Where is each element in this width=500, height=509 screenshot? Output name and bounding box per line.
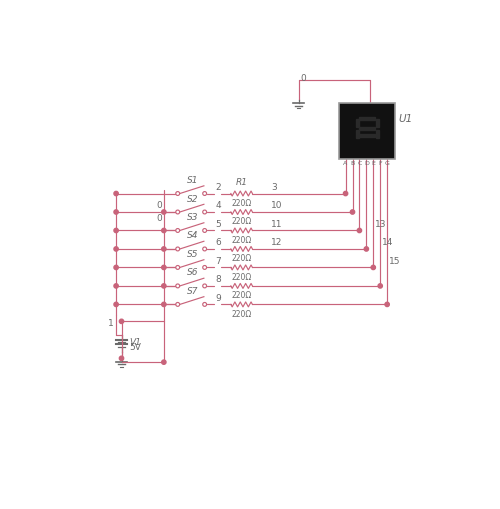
- Text: 3: 3: [271, 183, 276, 192]
- Circle shape: [358, 229, 362, 233]
- Text: 0: 0: [156, 214, 162, 222]
- Text: 12: 12: [271, 238, 282, 247]
- Text: 220Ω: 220Ω: [232, 236, 252, 245]
- Text: G: G: [384, 161, 390, 166]
- Circle shape: [364, 247, 368, 251]
- Circle shape: [162, 247, 166, 251]
- Text: 14: 14: [382, 238, 393, 247]
- Text: B: B: [350, 161, 354, 166]
- Bar: [356, 119, 358, 127]
- Text: 6: 6: [216, 238, 221, 247]
- Circle shape: [162, 360, 166, 364]
- Bar: [340, 103, 395, 159]
- Text: C: C: [357, 161, 362, 166]
- Text: 0: 0: [300, 74, 306, 83]
- Text: S7: S7: [187, 287, 198, 296]
- Circle shape: [378, 284, 382, 288]
- Bar: [360, 117, 375, 120]
- Text: 9: 9: [216, 294, 221, 303]
- Text: 220Ω: 220Ω: [232, 291, 252, 300]
- Text: 220Ω: 220Ω: [232, 217, 252, 227]
- Text: A: A: [344, 161, 347, 166]
- Circle shape: [114, 265, 118, 270]
- Circle shape: [114, 210, 118, 214]
- Circle shape: [162, 210, 166, 214]
- Circle shape: [350, 210, 354, 214]
- Text: S4: S4: [187, 232, 198, 240]
- Text: U1: U1: [398, 114, 412, 124]
- Text: 5: 5: [216, 220, 221, 229]
- Text: S5: S5: [187, 250, 198, 259]
- Text: 220Ω: 220Ω: [232, 199, 252, 208]
- Text: 7: 7: [216, 257, 221, 266]
- Text: 220Ω: 220Ω: [232, 254, 252, 263]
- Circle shape: [114, 191, 118, 195]
- Bar: [360, 134, 375, 137]
- Text: S6: S6: [187, 268, 198, 277]
- Bar: [376, 119, 378, 127]
- Circle shape: [114, 229, 118, 233]
- Circle shape: [385, 302, 390, 306]
- Circle shape: [120, 319, 124, 324]
- Text: 1: 1: [108, 319, 114, 328]
- Text: 220Ω: 220Ω: [232, 273, 252, 282]
- Text: 15: 15: [388, 257, 400, 266]
- Text: 2: 2: [216, 183, 221, 192]
- Circle shape: [114, 284, 118, 288]
- Text: F: F: [378, 161, 382, 166]
- Bar: [360, 127, 375, 130]
- Circle shape: [371, 265, 376, 270]
- Text: 220Ω: 220Ω: [232, 310, 252, 319]
- Text: 5V: 5V: [129, 343, 141, 352]
- Text: S3: S3: [187, 213, 198, 222]
- Text: 13: 13: [375, 220, 386, 229]
- Circle shape: [120, 356, 124, 360]
- Circle shape: [344, 191, 347, 195]
- Text: 11: 11: [271, 220, 282, 229]
- Circle shape: [114, 247, 118, 251]
- Circle shape: [162, 265, 166, 270]
- Text: E: E: [372, 161, 375, 166]
- Circle shape: [114, 302, 118, 306]
- Text: 4: 4: [216, 202, 221, 210]
- Text: S2: S2: [187, 194, 198, 204]
- Text: 0: 0: [156, 201, 162, 210]
- Circle shape: [162, 284, 166, 288]
- Text: 8: 8: [216, 275, 221, 285]
- Bar: [356, 130, 358, 138]
- Bar: [376, 130, 378, 138]
- Text: 10: 10: [271, 202, 282, 210]
- Text: D: D: [364, 161, 369, 166]
- Circle shape: [162, 229, 166, 233]
- Text: R1: R1: [236, 178, 248, 187]
- Text: S1: S1: [187, 176, 198, 185]
- Circle shape: [162, 302, 166, 306]
- Text: V1: V1: [129, 337, 141, 347]
